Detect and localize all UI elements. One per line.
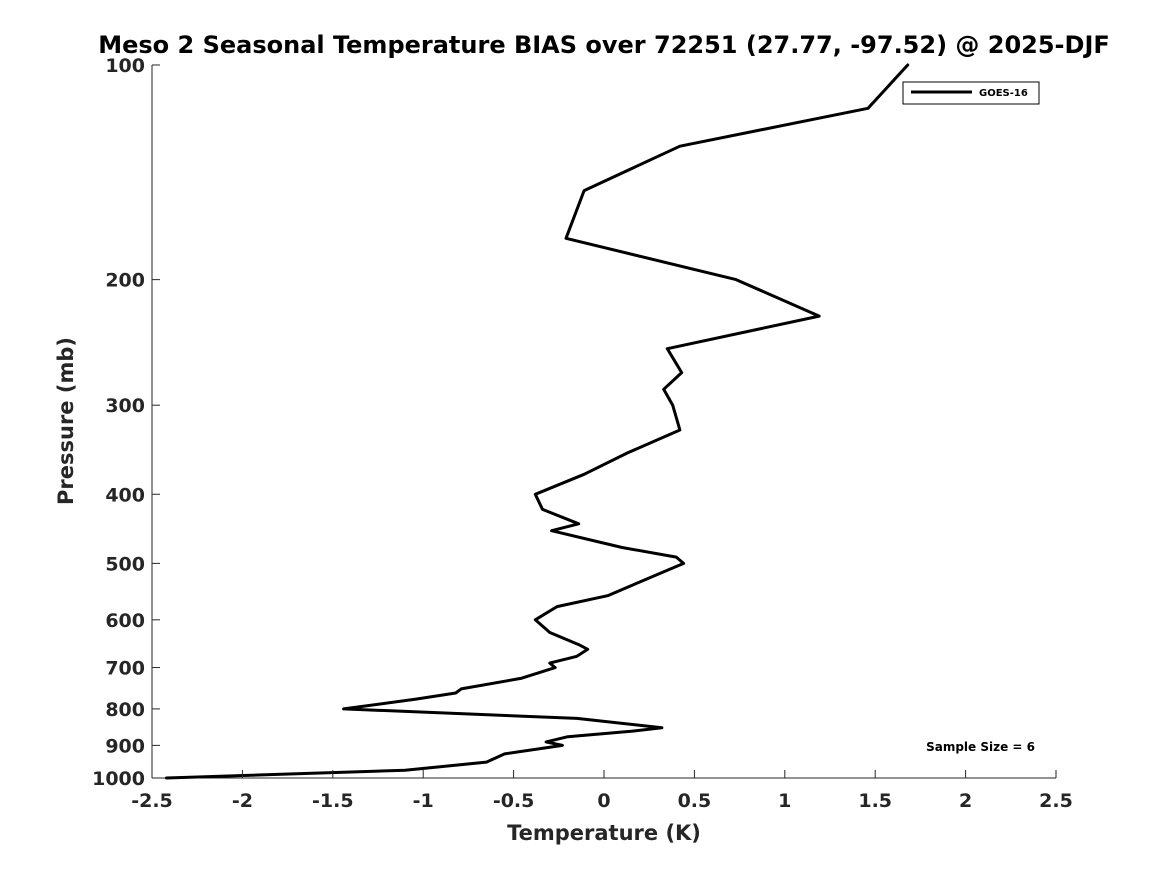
plot-area <box>151 63 1056 780</box>
x-axis-ticks: -2.5 -2 -1.5 -1 -0.5 0 0.5 1 1.5 2 2.5 <box>131 770 1073 812</box>
x-tick-label: -2.5 <box>131 790 173 812</box>
y-tick-label: 200 <box>105 270 145 292</box>
x-tick-label: 0 <box>597 790 610 812</box>
sample-size-annotation: Sample Size = 6 <box>926 740 1035 754</box>
y-tick-label: 400 <box>105 484 145 506</box>
x-tick-label: -1.5 <box>312 790 354 812</box>
x-tick-label: -2 <box>232 790 253 812</box>
y-tick-label: 300 <box>105 395 145 417</box>
x-tick-label: 2.5 <box>1039 790 1073 812</box>
x-tick-label: 0.5 <box>678 790 712 812</box>
x-axis-label: Temperature (K) <box>507 821 701 845</box>
y-tick-label: 600 <box>105 610 145 632</box>
series-line-goes-16 <box>165 63 910 780</box>
x-tick-label: -0.5 <box>493 790 535 812</box>
y-tick-label: 100 <box>105 55 145 77</box>
legend: GOES-16 <box>902 81 1040 105</box>
y-tick-label: 900 <box>105 735 145 757</box>
x-tick-label: -1 <box>413 790 434 812</box>
y-axis-label: Pressure (mb) <box>54 337 78 505</box>
y-axis-ticks: 100 200 300 400 500 600 700 800 900 1000 <box>92 55 160 790</box>
y-tick-label: 700 <box>105 658 145 680</box>
y-tick-label: 500 <box>105 553 145 575</box>
x-tick-label: 1 <box>778 790 791 812</box>
legend-label-goes-16: GOES-16 <box>979 88 1028 99</box>
chart-title: Meso 2 Seasonal Temperature BIAS over 72… <box>98 31 1110 59</box>
y-tick-label: 800 <box>105 699 145 721</box>
x-tick-label: 2 <box>959 790 972 812</box>
y-tick-label: 1000 <box>92 768 145 790</box>
x-tick-label: 1.5 <box>858 790 892 812</box>
